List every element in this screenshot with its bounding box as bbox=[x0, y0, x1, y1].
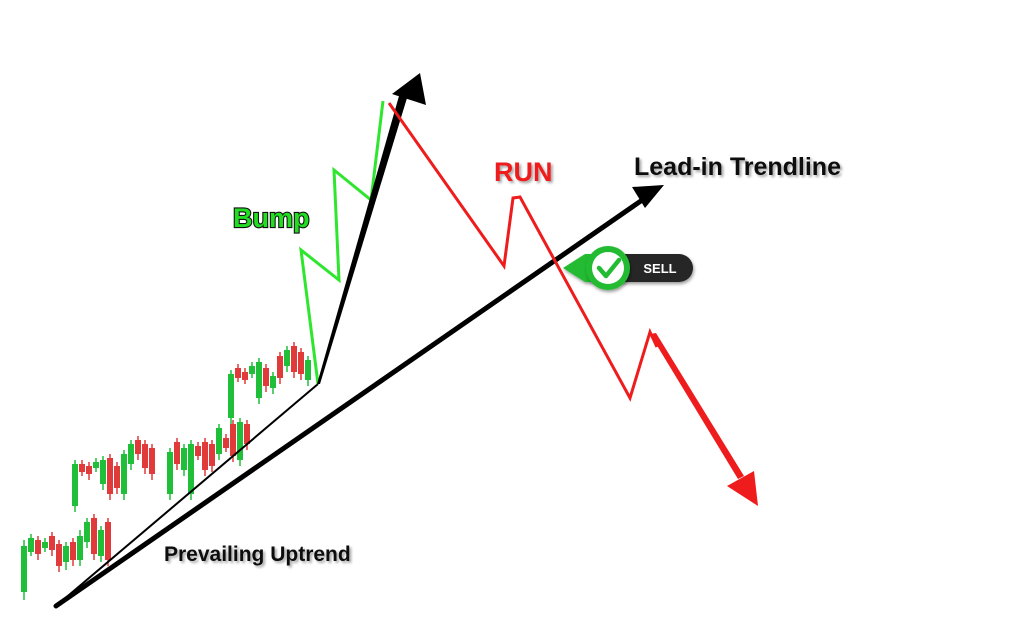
candle-body-bullish bbox=[256, 362, 262, 398]
prevailing-uptrend-label: Prevailing Uptrend bbox=[164, 543, 351, 566]
sell-check-inner bbox=[592, 252, 624, 284]
run-arrow-shaft bbox=[650, 333, 744, 479]
candle-body-bullish bbox=[128, 444, 134, 464]
candle-body-bullish bbox=[249, 366, 255, 374]
run-zigzag-line bbox=[387, 102, 659, 402]
candle-body-bearish bbox=[263, 368, 269, 386]
candle-body-bullish bbox=[98, 530, 104, 556]
candle-body-bearish bbox=[142, 444, 148, 468]
candlestick-cluster bbox=[21, 342, 311, 600]
bump-arrow-shaft bbox=[317, 96, 407, 384]
run-arrow bbox=[650, 333, 758, 506]
candle-body-bearish bbox=[35, 540, 41, 554]
candle-body-bullish bbox=[63, 546, 69, 562]
candle-body-bearish bbox=[195, 446, 201, 456]
candle-body-bullish bbox=[100, 460, 106, 484]
candle-body-bearish bbox=[291, 346, 297, 372]
candle-body-bearish bbox=[135, 440, 141, 454]
run-arrow-head bbox=[727, 471, 758, 506]
candle-body-bullish bbox=[72, 464, 78, 506]
candle-body-bullish bbox=[228, 374, 234, 418]
candle-body-bearish bbox=[244, 424, 250, 444]
candle-body-bullish bbox=[21, 546, 27, 592]
candle-body-bullish bbox=[305, 360, 311, 380]
candle-body-bullish bbox=[93, 462, 99, 468]
run-label: RUN bbox=[494, 157, 553, 187]
candle-body-bearish bbox=[230, 424, 236, 456]
candle-body-bullish bbox=[237, 422, 243, 460]
sell-pointer bbox=[563, 254, 594, 282]
bump-arrow bbox=[317, 73, 426, 384]
candle-body-bullish bbox=[28, 538, 34, 552]
candle-body-bearish bbox=[114, 466, 120, 488]
prevailing-uptrend-line bbox=[55, 383, 319, 607]
candle-body-bullish bbox=[84, 522, 90, 542]
candle-body-bearish bbox=[70, 542, 76, 560]
candle-body-bearish bbox=[298, 352, 304, 374]
bump-arrow-head bbox=[392, 73, 426, 105]
candle-body-bullish bbox=[167, 452, 173, 494]
lead-in-trendline-label: Lead-in Trendline bbox=[634, 153, 841, 181]
candle-body-bearish bbox=[79, 464, 85, 472]
candle-body-bullish bbox=[121, 454, 127, 494]
candle-body-bearish bbox=[242, 372, 248, 380]
candle-body-bearish bbox=[174, 442, 180, 464]
checkmark-icon bbox=[596, 257, 622, 279]
sell-signal: SELL bbox=[563, 246, 693, 290]
candle-body-bearish bbox=[202, 442, 208, 470]
candle-body-bearish bbox=[105, 522, 111, 560]
candle-body-bullish bbox=[181, 448, 187, 470]
bump-label: Bump bbox=[233, 203, 310, 233]
candle-body-bearish bbox=[209, 444, 215, 466]
candle-body-bullish bbox=[270, 376, 276, 388]
candle-body-bearish bbox=[91, 518, 97, 554]
trendline-arrowhead bbox=[632, 185, 664, 208]
bump-zigzag-line bbox=[299, 100, 385, 385]
candle-body-bearish bbox=[56, 544, 62, 566]
candle-body-bullish bbox=[284, 350, 290, 366]
candle-body-bullish bbox=[77, 536, 83, 560]
candle-body-bullish bbox=[42, 542, 48, 548]
sell-label: SELL bbox=[643, 261, 676, 276]
candle-body-bullish bbox=[188, 444, 194, 494]
candle-body-bearish bbox=[235, 368, 241, 378]
candle-body-bearish bbox=[86, 466, 92, 474]
candle-body-bullish bbox=[216, 428, 222, 454]
candle-body-bearish bbox=[107, 458, 113, 494]
candle-body-bearish bbox=[149, 448, 155, 474]
lead-in-trendline bbox=[53, 185, 664, 609]
trendline-line bbox=[53, 193, 651, 609]
candle-body-bearish bbox=[49, 536, 55, 550]
candle-body-bearish bbox=[277, 356, 283, 378]
candle-body-bearish bbox=[223, 438, 229, 448]
